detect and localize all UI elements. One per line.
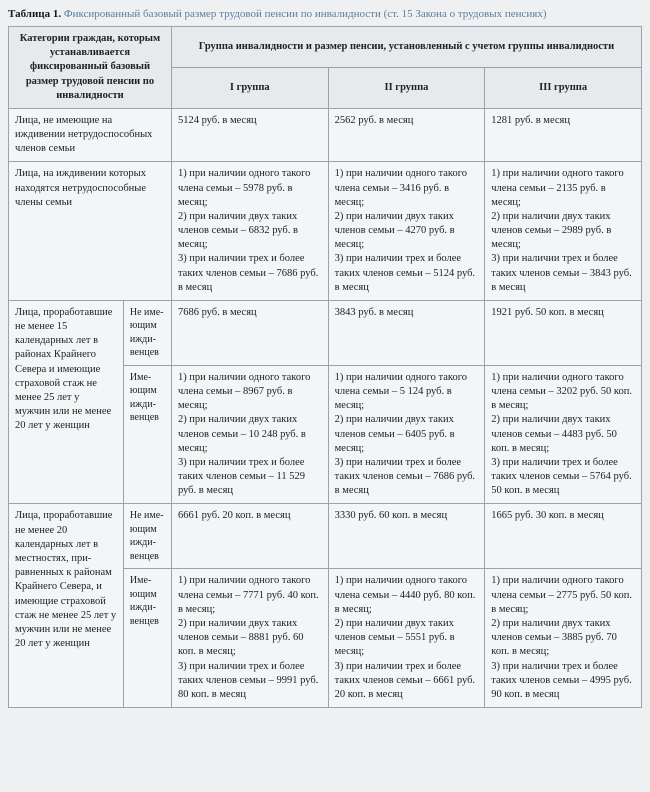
- cell-g2: 1) при наличии одно­го такого члена семь…: [328, 569, 485, 708]
- caption-title: Фиксированный базовый размер трудовой пе…: [64, 8, 547, 20]
- header-group-3: III группа: [485, 67, 642, 108]
- table-caption: Таблица 1. Фиксированный базовый размер …: [8, 8, 642, 20]
- cell-subcat: Не име­ющим ижди­венцев: [123, 504, 171, 569]
- cell-g3: 1921 руб. 50 коп. в месяц: [485, 300, 642, 365]
- cell-g2: 1) при наличии одно­го такого члена семь…: [328, 162, 485, 301]
- cell-category: Лица, на иждивении которых находятся нет…: [9, 162, 172, 301]
- cell-g2: 1) при наличии одно­го такого члена семь…: [328, 365, 485, 504]
- header-categories: Категории граж­дан, которым ус­танавлива…: [9, 27, 172, 109]
- header-row-1: Категории граж­дан, которым ус­танавлива…: [9, 27, 642, 68]
- cell-category: Лица, не имеющие на иждивении не­трудосп…: [9, 108, 172, 162]
- cell-g3: 1281 руб. в месяц: [485, 108, 642, 162]
- cell-g3: 1) при наличии одно­го такого члена семь…: [485, 365, 642, 504]
- cell-g3: 1665 руб. 30 коп. в месяц: [485, 504, 642, 569]
- cell-subcat: Име­ющим ижди­венцев: [123, 569, 171, 708]
- pension-table: Категории граж­дан, которым ус­танавлива…: [8, 26, 642, 708]
- cell-g1: 1) при наличии одно­го такого члена се­м…: [171, 569, 328, 708]
- cell-category: Лица, проработав­шие не менее 15 календа…: [9, 300, 124, 504]
- cell-subcat: Име­ющим ижди­венцев: [123, 365, 171, 504]
- header-group-1: I группа: [171, 67, 328, 108]
- cell-g2: 3843 руб. в месяц: [328, 300, 485, 365]
- cell-category: Лица, прорабо­тавшие не менее 20 календа…: [9, 504, 124, 708]
- cell-subcat: Не име­ющим ижди­венцев: [123, 300, 171, 365]
- cell-g1: 1) при наличии одно­го такого члена семь…: [171, 365, 328, 504]
- cell-g1: 5124 руб. в месяц: [171, 108, 328, 162]
- cell-g1: 1) при наличии одного такого члена семьи…: [171, 162, 328, 301]
- header-group-span: Группа инвалидности и размер пенсии, уст…: [171, 27, 641, 68]
- header-group-2: II группа: [328, 67, 485, 108]
- cell-g2: 2562 руб. в месяц: [328, 108, 485, 162]
- cell-g1: 7686 руб. в месяц: [171, 300, 328, 365]
- table-row: Лица, прорабо­тавшие не менее 20 календа…: [9, 504, 642, 569]
- cell-g3: 1) при наличии одно­го такого члена семь…: [485, 162, 642, 301]
- table-row: Лица, на иждивении которых находятся нет…: [9, 162, 642, 301]
- caption-label: Таблица 1.: [8, 8, 61, 20]
- table-row: Лица, не имеющие на иждивении не­трудосп…: [9, 108, 642, 162]
- cell-g3: 1) при наличии одно­го такого члена семь…: [485, 569, 642, 708]
- cell-g1: 6661 руб. 20 коп. в месяц: [171, 504, 328, 569]
- cell-g2: 3330 руб. 60 коп. в месяц: [328, 504, 485, 569]
- table-row: Лица, проработав­шие не менее 15 календа…: [9, 300, 642, 365]
